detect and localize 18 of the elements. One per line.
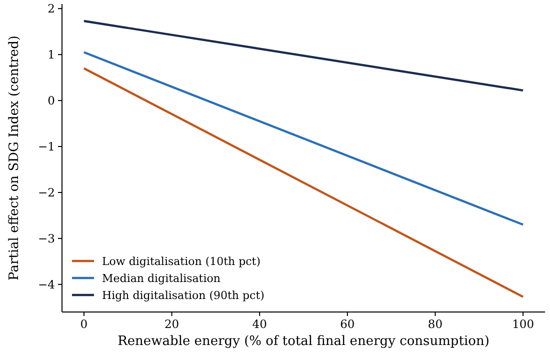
y-tick-label: 2	[48, 2, 55, 16]
x-tick-label: 40	[252, 317, 267, 331]
x-tick-label: 0	[80, 317, 88, 331]
x-tick-label: 60	[340, 317, 355, 331]
legend-label: High digitalisation (90th pct)	[102, 289, 264, 302]
legend-label: Low digitalisation (10th pct)	[102, 255, 261, 268]
y-tick-label: −1	[38, 140, 55, 154]
y-axis-title: Partial effect on SDG Index (centred)	[7, 36, 22, 280]
x-tick-label: 20	[164, 317, 180, 331]
x-tick-label: 100	[512, 317, 534, 331]
y-tick-label: −2	[38, 185, 55, 200]
legend-label: Median digitalisation	[102, 272, 220, 285]
y-tick-label: 1	[48, 48, 55, 62]
x-tick-label: 80	[428, 317, 443, 331]
y-tick-label: −4	[38, 277, 55, 292]
y-tick-label: −3	[38, 231, 55, 246]
y-tick-label: 0	[48, 94, 55, 108]
x-axis-title: Renewable energy (% of total final energy consumption)	[118, 334, 490, 349]
